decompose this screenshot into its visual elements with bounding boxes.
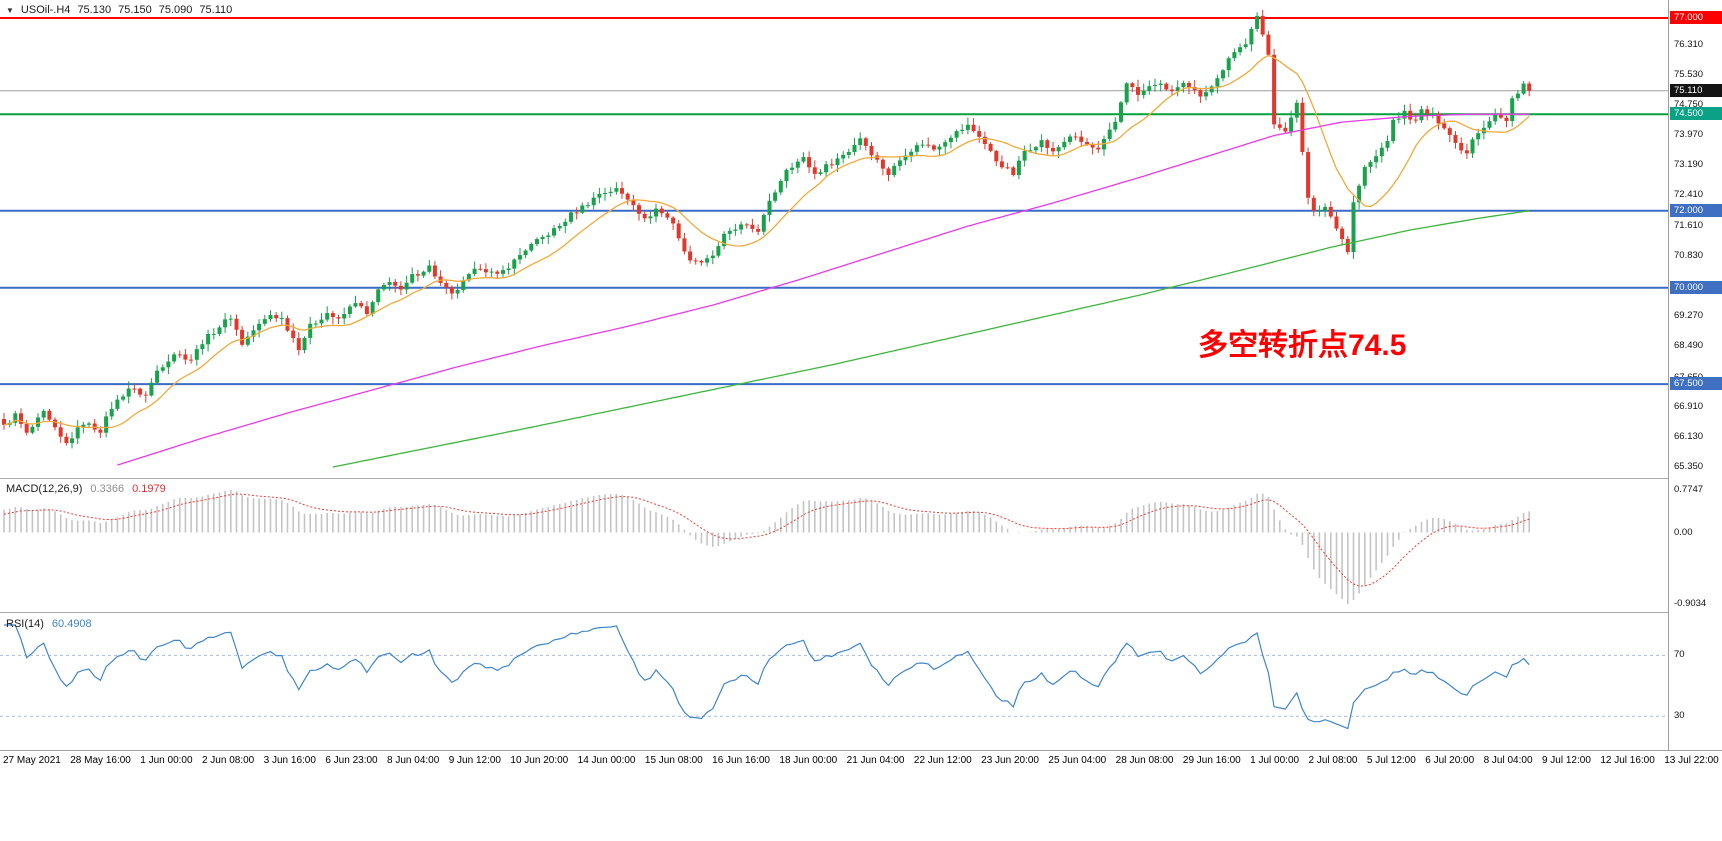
price-axis-tick: 65.350: [1674, 461, 1704, 472]
price-axis-tick: 72.410: [1674, 188, 1704, 200]
chart-header: ▼ USOil-.H4 75.130 75.150 75.090 75.110: [6, 4, 232, 16]
macd-signal-value: 0.1979: [132, 483, 166, 495]
time-axis-label: 10 Jun 20:00: [510, 755, 569, 766]
macd-panel[interactable]: [0, 479, 1722, 612]
time-axis-label: 27 May 2021: [3, 755, 61, 766]
chart-annotation-text[interactable]: 多空转折点74.5: [1198, 329, 1407, 362]
price-axis-tick: 74.750: [1674, 98, 1704, 110]
time-axis-label: 25 Jun 04:00: [1048, 755, 1107, 766]
price-axis-tick: 75.530: [1674, 68, 1704, 80]
time-axis-label: 22 Jun 12:00: [913, 755, 972, 766]
time-axis-label: 1 Jun 00:00: [140, 755, 193, 766]
time-axis-label: 16 Jun 16:00: [712, 755, 770, 766]
time-axis-label: 8 Jul 04:00: [1483, 755, 1533, 766]
rsi-line: [4, 624, 1530, 730]
time-axis-label: 6 Jul 20:00: [1425, 755, 1475, 766]
time-axis-label: 12 Jul 16:00: [1600, 755, 1655, 766]
time-axis-label: 21 Jun 04:00: [846, 755, 905, 766]
rsi-value: 60.4908: [51, 618, 92, 630]
price-level-badge: 77.000: [1670, 11, 1722, 24]
time-axis-label: 2 Jul 08:00: [1308, 755, 1358, 766]
time-axis-label: 23 Jun 20:00: [981, 755, 1039, 766]
price-level-badge: 67.500: [1670, 377, 1722, 391]
time-axis-label: 2 Jun 08:00: [201, 755, 255, 766]
time-axis-label: 1 Jul 00:00: [1250, 755, 1300, 766]
rsi-axis-level-label: 30: [1674, 710, 1685, 722]
time-axis-label: 18 Jun 00:00: [779, 755, 838, 766]
price-axis-tick: 73.970: [1674, 128, 1704, 140]
macd-axis-min-label: -0.9034: [1674, 598, 1707, 609]
macd-axis-max-label: 0.7747: [1674, 484, 1704, 495]
price-axis-tick: 68.490: [1674, 340, 1704, 351]
last-price-badge: 75.110: [1670, 83, 1722, 97]
macd-histogram: [3, 490, 1530, 604]
price-axis-tick: 69.270: [1674, 309, 1704, 321]
time-axis-label: 14 Jun 00:00: [577, 755, 636, 766]
price-level-badge: 70.000: [1670, 280, 1722, 294]
time-axis-label: 8 Jun 04:00: [387, 755, 440, 766]
high-value: 75.150: [118, 4, 152, 16]
macd-label: MACD(12,26,9): [6, 483, 83, 495]
price-axis-tick: 71.610: [1674, 219, 1704, 231]
time-axis-label: 28 May 16:00: [70, 755, 131, 766]
time-axis-label: 5 Jul 12:00: [1366, 755, 1416, 766]
time-axis-label: 28 Jun 08:00: [1115, 755, 1174, 766]
price-level-badge: 72.000: [1670, 203, 1722, 217]
price-axis-tick: 73.190: [1674, 158, 1704, 170]
time-axis-label: 15 Jun 08:00: [644, 755, 703, 766]
rsi-panel[interactable]: [0, 613, 1722, 749]
low-value: 75.090: [158, 4, 193, 16]
price-axis-tick: 66.910: [1674, 400, 1704, 412]
macd-main-value: 0.3366: [90, 483, 125, 495]
time-axis-label: 29 Jun 16:00: [1182, 755, 1241, 766]
ma-slow-line: [332, 210, 1530, 468]
symbol-timeframe-label: USOil-.H4: [20, 4, 71, 16]
price-axis-tick: 76.310: [1674, 38, 1704, 50]
price-axis[interactable]: 76.310 75.530 74.750 73.970 73.190 72.410 71.6…: [1668, 0, 1722, 750]
open-value: 75.130: [77, 4, 112, 16]
time-axis-label: 9 Jul 12:00: [1541, 755, 1591, 766]
time-axis-label: 6 Jun 23:00: [325, 755, 378, 766]
candlesticks: [2, 9, 1532, 449]
time-axis-label: 3 Jun 16:00: [263, 755, 316, 766]
quick-trade-collapse-icon[interactable]: ▼: [6, 5, 14, 15]
ma-mid-line: [117, 113, 1530, 466]
ma-fast-line: [3, 54, 1530, 429]
panel-divider[interactable]: [0, 478, 1722, 479]
macd-signal-line: [3, 493, 1530, 587]
price-axis-tick: 70.830: [1674, 249, 1704, 261]
rsi-header: RSI(14) 60.4908: [6, 618, 92, 630]
macd-header: MACD(12,26,9) 0.3366 0.1979: [6, 483, 166, 495]
rsi-label: RSI(14): [6, 618, 44, 630]
time-axis-label: 9 Jun 12:00: [448, 755, 501, 766]
main-price-chart[interactable]: [0, 0, 1722, 478]
time-axis-label: 13 Jul 22:00: [1664, 755, 1719, 766]
time-axis[interactable]: 27 May 2021 28 May 16:00 1 Jun 00:00 2 Jun …: [0, 750, 1722, 775]
macd-axis-zero-label: 0.00: [1674, 526, 1693, 538]
rsi-axis-level-label: 70: [1674, 649, 1685, 661]
price-level-badge: 74.500: [1670, 107, 1722, 121]
close-value: 75.110: [199, 4, 233, 16]
panel-divider[interactable]: [0, 612, 1722, 613]
price-axis-tick: 66.130: [1674, 430, 1704, 442]
